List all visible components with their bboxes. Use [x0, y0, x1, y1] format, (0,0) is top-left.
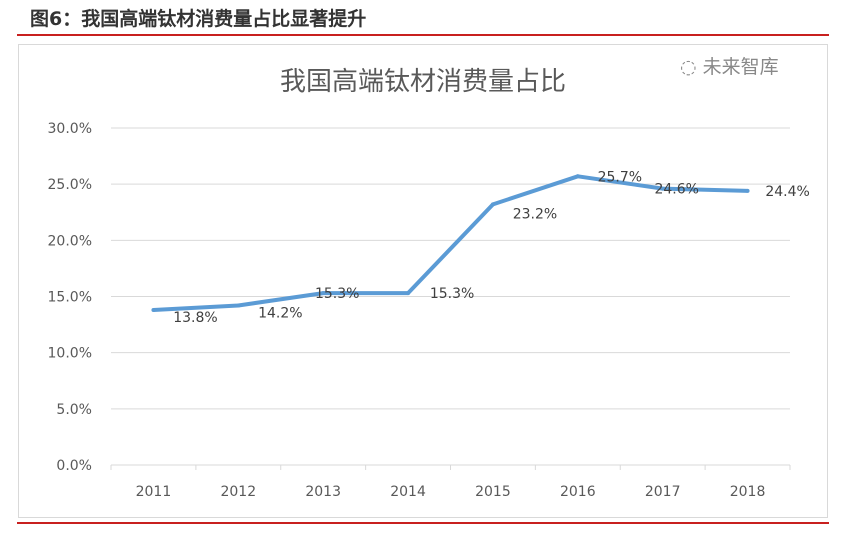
y-tick-label: 15.0% [48, 290, 92, 306]
x-tick-label: 2016 [560, 484, 596, 500]
data-point [660, 186, 665, 191]
x-tick-label: 2012 [220, 484, 256, 500]
y-tick-label: 30.0% [48, 121, 92, 137]
data-point [490, 202, 495, 207]
y-tick-label: 10.0% [48, 346, 92, 362]
y-tick-label: 20.0% [48, 233, 92, 249]
data-point [236, 303, 241, 308]
data-label: 25.7% [598, 169, 642, 185]
x-tick-label: 2014 [390, 484, 426, 500]
figure-title: 图6：我国高端钛材消费量占比显著提升 [30, 8, 367, 30]
chart-frame [18, 44, 828, 518]
data-point [321, 291, 326, 296]
wechat-icon: ◌ [680, 56, 703, 78]
y-tick-label: 0.0% [56, 458, 92, 474]
data-label: 15.3% [315, 286, 359, 302]
x-tick-label: 2013 [305, 484, 341, 500]
data-point [575, 174, 580, 179]
series-line [153, 174, 748, 312]
top-rule [17, 34, 829, 36]
watermark: ◌ 未来智库 [680, 52, 779, 79]
x-tick-label: 2011 [136, 484, 172, 500]
y-tick-label: 5.0% [56, 402, 92, 418]
x-tick-label: 2015 [475, 484, 511, 500]
bottom-rule [17, 522, 829, 524]
data-label: 15.3% [430, 286, 474, 302]
data-label: 24.6% [654, 182, 698, 198]
data-point [151, 307, 156, 312]
x-tick-label: 2018 [730, 484, 766, 500]
watermark-text: 未来智库 [702, 56, 779, 78]
data-label: 23.2% [513, 206, 557, 222]
data-point [745, 188, 750, 193]
data-label: 14.2% [258, 305, 302, 321]
data-label: 13.8% [173, 310, 217, 326]
data-point [406, 291, 411, 296]
chart-title: 我国高端钛材消费量占比 [280, 67, 566, 97]
data-label: 24.4% [765, 184, 809, 200]
x-tick-label: 2017 [645, 484, 681, 500]
y-tick-label: 25.0% [48, 177, 92, 193]
